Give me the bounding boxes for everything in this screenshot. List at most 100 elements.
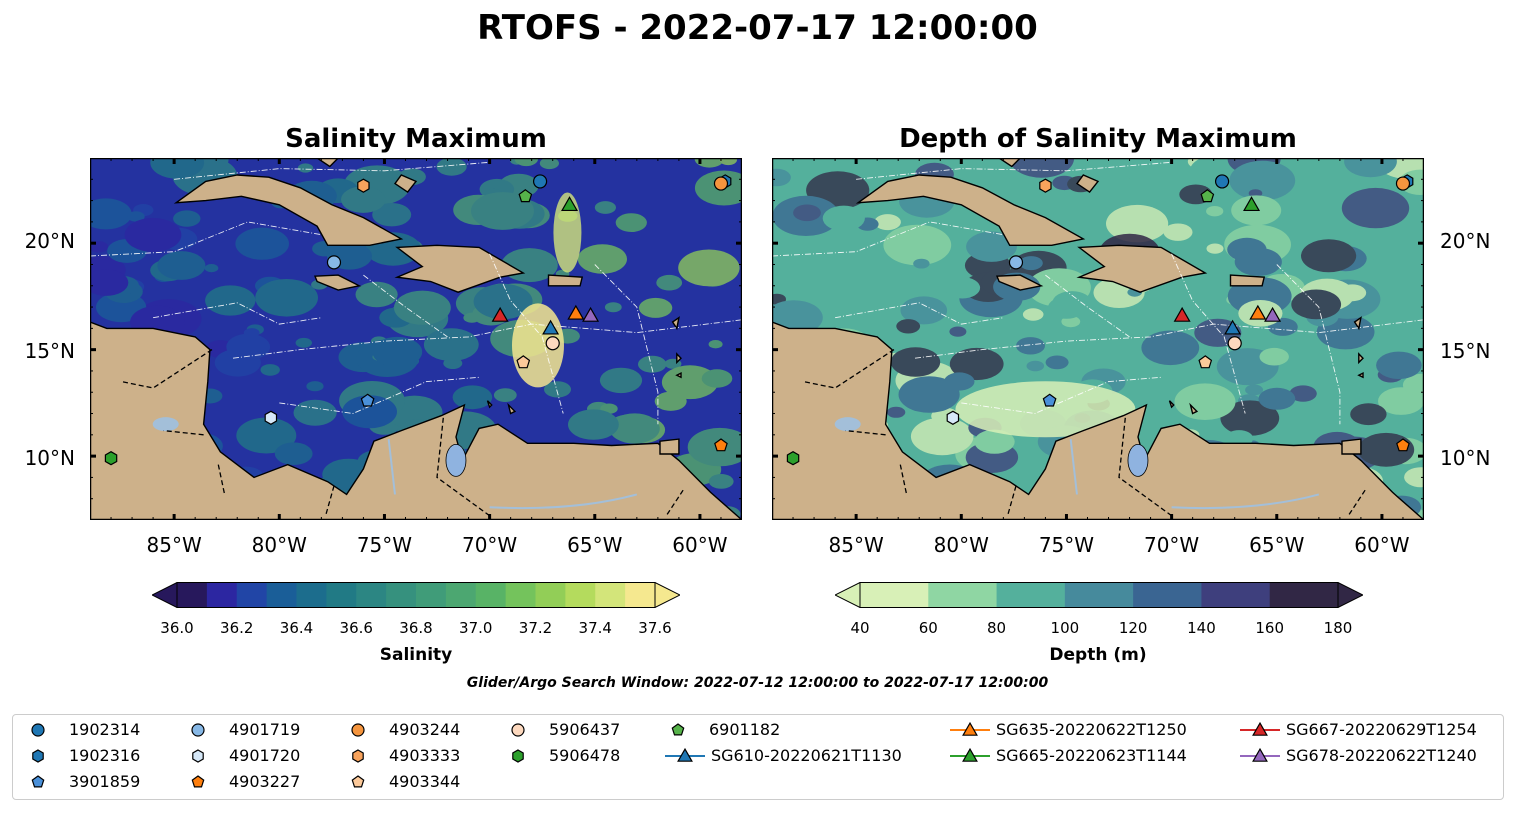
- marker-4901719: [1008, 255, 1024, 270]
- colorbar-tick: 140: [1187, 619, 1216, 637]
- marker-3901859: [360, 393, 375, 407]
- marker-1902314: [532, 174, 548, 189]
- lat-tick-left: 15°N: [24, 339, 75, 363]
- triangle-marker-icon: [1240, 721, 1280, 736]
- marker-4903227: [714, 438, 728, 452]
- legend-label: 6901182: [709, 720, 781, 739]
- pentagon-marker-icon: [671, 723, 685, 736]
- marker-6901182: [1200, 189, 1215, 203]
- hexagon-marker-icon: [192, 749, 204, 763]
- legend-label: 5906437: [549, 720, 621, 739]
- marker-4901720: [264, 410, 278, 425]
- legend-label: SG610-20220621T1130: [711, 746, 902, 765]
- legend-label: 4903333: [389, 746, 461, 765]
- hexagon-marker-icon: [32, 749, 44, 763]
- lon-tick: 60°W: [672, 533, 728, 557]
- depth-map: [772, 158, 1424, 520]
- lat-tick-right: 15°N: [1440, 339, 1491, 363]
- pentagon-marker-icon: [191, 775, 205, 788]
- marker-5906437: [545, 336, 560, 351]
- marker-4903333: [1039, 178, 1052, 193]
- marker-SG610-20220621T1130: [542, 319, 560, 335]
- colorbar-tick: 36.0: [160, 619, 194, 637]
- colorbar-tick: 36.6: [339, 619, 373, 637]
- figure-title: RTOFS - 2022-07-17 12:00:00: [477, 8, 1038, 48]
- marker-SG610-20220621T1130: [1224, 319, 1242, 335]
- colorbar-tick: 37.6: [638, 619, 672, 637]
- colorbar-tick: 37.4: [578, 619, 612, 637]
- legend-label: 4903244: [389, 720, 461, 739]
- lon-tick: 65°W: [567, 533, 623, 557]
- panel-title-depth: Depth of Salinity Maximum: [899, 124, 1297, 154]
- triangle-marker-icon: [1240, 747, 1280, 762]
- lat-tick-left: 10°N: [24, 446, 75, 470]
- marker-6901182: [518, 189, 533, 203]
- lat-tick-left: 20°N: [24, 229, 75, 253]
- colorbar-tick: 36.4: [279, 619, 314, 637]
- marker-1902314: [1214, 174, 1230, 189]
- triangle-marker-icon: [665, 747, 705, 762]
- legend-label: 4901719: [229, 720, 301, 739]
- panel-title-salinity: Salinity Maximum: [285, 124, 547, 154]
- marker-SG635-20220622T1250: [1249, 304, 1267, 320]
- marker-4903344: [1198, 355, 1213, 369]
- colorbar-tick: 100: [1050, 619, 1080, 637]
- marker-4901719: [326, 255, 342, 270]
- lon-tick: 70°W: [1143, 533, 1200, 557]
- circle-marker-icon: [511, 723, 525, 737]
- marker-4903227: [1396, 438, 1410, 452]
- salinity-colorbar-label: Salinity: [379, 645, 453, 665]
- colorbar-tick: 80: [987, 619, 1007, 637]
- legend-label: 5906478: [549, 746, 621, 765]
- circle-marker-icon: [31, 723, 45, 737]
- legend-label: SG635-20220622T1250: [996, 720, 1187, 739]
- marker-SG667-20220629T1254: [1173, 306, 1191, 322]
- marker-SG665-20220623T1144: [561, 196, 579, 212]
- lon-tick: 75°W: [356, 533, 413, 557]
- colorbar-tick: 40: [850, 619, 870, 637]
- marker-4901720: [946, 410, 960, 425]
- lon-tick: 60°W: [1354, 533, 1410, 557]
- pentagon-marker-icon: [351, 775, 365, 788]
- hexagon-marker-icon: [512, 749, 524, 763]
- legend-label: 4903227: [229, 772, 301, 791]
- marker-4903244: [1395, 176, 1411, 191]
- legend-label: 3901859: [69, 772, 141, 791]
- lon-tick: 70°W: [461, 533, 518, 557]
- marker-4903244: [713, 176, 729, 191]
- triangle-marker-icon: [950, 721, 990, 736]
- triangle-marker-icon: [950, 747, 990, 762]
- marker-SG665-20220623T1144: [1243, 196, 1261, 212]
- marker-5906437: [1227, 336, 1242, 351]
- legend-label: 1902316: [69, 746, 141, 765]
- depth-colorbar-label: Depth (m): [1049, 645, 1147, 665]
- legend-label: 4901720: [229, 746, 301, 765]
- colorbar-tick: 36.8: [399, 619, 433, 637]
- lat-tick-right: 20°N: [1440, 229, 1491, 253]
- legend-label: 4903344: [389, 772, 461, 791]
- legend-label: SG667-20220629T1254: [1286, 720, 1477, 739]
- colorbar-tick: 37.2: [518, 619, 553, 637]
- legend-label: SG678-20220622T1240: [1286, 746, 1477, 765]
- marker-SG667-20220629T1254: [491, 306, 509, 322]
- lon-tick: 85°W: [146, 533, 202, 557]
- legend: 1902314 1902316 3901859 4901719 4901720 49032…: [12, 714, 1504, 800]
- salinity-map: [90, 158, 742, 520]
- lon-tick: 85°W: [828, 533, 884, 557]
- marker-3901859: [1042, 393, 1057, 407]
- colorbar-tick: 160: [1255, 619, 1285, 637]
- circle-marker-icon: [191, 723, 205, 737]
- depth-colorbar: [833, 581, 1365, 609]
- lon-tick: 80°W: [251, 533, 307, 557]
- colorbar-tick: 180: [1323, 619, 1353, 637]
- search-window-note: Glider/Argo Search Window: 2022-07-12 12…: [466, 675, 1049, 691]
- lat-tick-right: 10°N: [1440, 446, 1491, 470]
- marker-SG678-20220622T1240: [582, 306, 600, 322]
- colorbar-tick: 36.2: [220, 619, 254, 637]
- marker-SG678-20220622T1240: [1264, 306, 1282, 322]
- colorbar-tick: 60: [918, 619, 938, 637]
- colorbar-tick: 120: [1118, 619, 1148, 637]
- marker-4903344: [516, 355, 531, 369]
- legend-label: 1902314: [69, 720, 141, 739]
- lon-tick: 75°W: [1038, 533, 1095, 557]
